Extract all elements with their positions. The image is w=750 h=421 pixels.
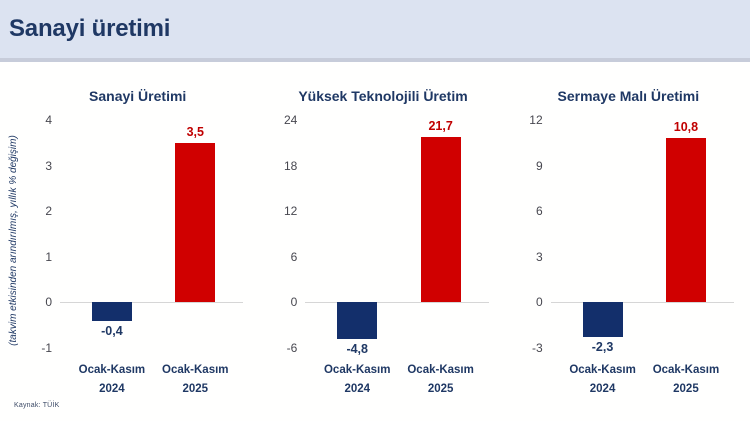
value-label: 3,5: [186, 124, 204, 139]
category-label: Ocak-Kasım 2025: [631, 361, 741, 399]
source-note: Kaynak: TÜİK: [14, 402, 60, 409]
value-label: -0,4: [101, 323, 123, 338]
y-tick-label: 0: [290, 295, 298, 310]
category-line2: 2024: [589, 383, 616, 395]
value-label: -2,3: [591, 340, 614, 355]
y-tick-label: 12: [529, 113, 543, 127]
y-tick-label: 0: [45, 295, 52, 310]
bar-2025: [420, 137, 461, 303]
page-title: Sanayi üretimi: [9, 15, 171, 42]
y-tick-label: -6: [286, 341, 298, 355]
chart-sermaye-mali-uretimi: Sermaye Malı Üretimi 12 9 6 3 0 -3 -2,3 Ocak-Kas…: [521, 86, 736, 395]
category-label: Ocak-Kasım 2025: [140, 361, 250, 399]
plot-area: -4,8 Ocak-Kasım 2024 21,7 Ocak-Kasım 2025: [305, 119, 490, 395]
y-tick-label: 6: [535, 204, 543, 219]
bar-2024: [582, 302, 623, 338]
category-line2: 2024: [99, 383, 125, 395]
x-axis-line: [550, 302, 734, 304]
category-line1: Ocak-Kasım: [162, 364, 229, 376]
y-axis: 12 9 6 3 0 -3: [521, 113, 551, 355]
value-label: 21,7: [428, 119, 453, 134]
category-line1: Ocak-Kasım: [323, 364, 391, 376]
bar-2024: [91, 302, 132, 321]
value-label: -4,8: [346, 341, 368, 356]
plot-area: -0,4 Ocak-Kasım 2024 3,5 Ocak-Kasım 2025: [60, 120, 245, 395]
plot-area: -2,3 Ocak-Kasım 2024 10,8 Ocak-Kasım 2025: [550, 120, 736, 395]
value-label: 10,8: [673, 120, 699, 135]
category-line1: Ocak-Kasım: [569, 364, 636, 376]
y-tick-label: 2: [45, 204, 52, 219]
bar-2024: [337, 302, 378, 339]
y-tick-label: -3: [531, 341, 543, 355]
chart-title: Yüksek Teknolojili Üretim: [298, 88, 468, 104]
y-tick-label: 3: [535, 249, 543, 264]
y-tick-label: 18: [283, 158, 298, 173]
y-tick-label: 24: [283, 113, 298, 127]
y-tick-label: 12: [283, 204, 298, 219]
category-line2: 2024: [344, 383, 371, 395]
category-label: Ocak-Kasım 2024: [548, 361, 658, 399]
chart-yuksek-teknolojili-uretim: Yüksek Teknolojili Üretim 24 18 12 6 0 -6 -4,8 O…: [275, 86, 490, 395]
chart-body: 24 18 12 6 0 -6 -4,8 Ocak-Kasım 2024 21,7 Ocak-Kas…: [275, 113, 490, 395]
category-line1: Ocak-Kasım: [652, 364, 720, 376]
y-tick-label: 0: [535, 295, 543, 310]
category-line1: Ocak-Kasım: [407, 364, 474, 376]
y-axis: 4 3 2 1 0 -1: [30, 113, 60, 355]
bar-2025: [665, 138, 706, 303]
category-label: Ocak-Kasım 2024: [57, 361, 167, 399]
chart-sanayi-uretimi: Sanayi Üretimi 4 3 2 1 0 -1 -0,4 Ocak-Kasım 2024 3…: [30, 86, 245, 395]
category-line2: 2025: [427, 383, 454, 395]
y-axis-title-wrap: (takvim etkisinden arındırılmış, yıllık …: [0, 100, 28, 380]
y-tick-label: 3: [45, 158, 52, 173]
y-tick-label: 6: [290, 249, 298, 264]
slide-header: Sanayi üretimi: [0, 0, 750, 62]
category-label: Ocak-Kasım 2024: [302, 361, 412, 399]
charts-area: (takvim etkisinden arındırılmış, yıllık …: [0, 62, 750, 395]
chart-title: Sanayi Üretimi: [89, 88, 187, 104]
chart-body: 12 9 6 3 0 -3 -2,3 Ocak-Kasım 2024 10,8 Ocak-Kasım…: [521, 113, 736, 395]
y-tick-label: 1: [45, 249, 52, 264]
x-axis-line: [60, 302, 244, 304]
charts-row: Sanayi Üretimi 4 3 2 1 0 -1 -0,4 Ocak-Kasım 2024 3…: [30, 86, 736, 395]
category-line2: 2025: [182, 383, 209, 395]
bar-2025: [175, 142, 216, 303]
category-line2: 2025: [673, 383, 699, 395]
y-tick-label: 4: [45, 113, 52, 127]
category-label: Ocak-Kasım 2025: [386, 361, 496, 399]
y-tick-label: 9: [535, 158, 543, 173]
y-tick-label: -1: [41, 341, 52, 355]
y-axis-title: (takvim etkisinden arındırılmış, yıllık …: [7, 134, 19, 346]
chart-title: Sermaye Malı Üretimi: [557, 88, 700, 104]
y-axis: 24 18 12 6 0 -6: [275, 113, 305, 355]
chart-body: 4 3 2 1 0 -1 -0,4 Ocak-Kasım 2024 3,5 Ocak-Kasım 20…: [30, 113, 245, 395]
x-axis-line: [305, 302, 489, 304]
category-line1: Ocak-Kasım: [78, 364, 146, 376]
